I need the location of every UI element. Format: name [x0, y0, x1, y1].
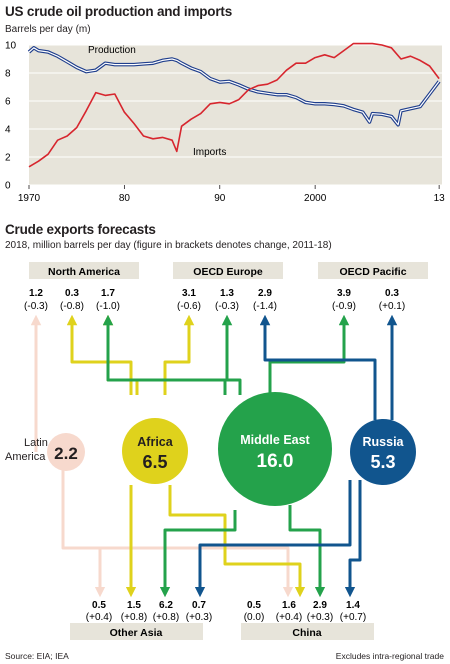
flow-change: (-0.6)	[177, 301, 201, 312]
y-tick-label: 10	[5, 41, 17, 52]
series-label-production: Production	[88, 45, 136, 56]
flow-change: (+0.4)	[276, 612, 302, 623]
bubble-value-latin-america: 2.2	[54, 444, 78, 463]
chart-title: US crude oil production and imports	[5, 4, 233, 19]
flow-middle-east-north-america	[102, 314, 227, 395]
exporter-label-africa: Africa	[137, 435, 173, 449]
flow-value: 0.5	[247, 600, 261, 611]
flow-change: (+0.3)	[186, 612, 212, 623]
region-box-oecd-pacific	[318, 262, 428, 279]
x-tick-label: 80	[119, 193, 131, 204]
flow-change: (+0.1)	[379, 301, 405, 312]
series-line-imports	[28, 42, 440, 168]
flow-value: 3.1	[182, 288, 196, 299]
bubble-latin-america	[47, 433, 85, 471]
bubble-value-russia: 5.3	[370, 452, 395, 472]
y-tick-label: 8	[5, 69, 11, 80]
flow-africa-china	[168, 485, 306, 598]
flow-russia-china	[344, 480, 362, 598]
flow-value: 0.5	[92, 600, 106, 611]
y-tick-label: 4	[5, 125, 11, 136]
x-tick-label: 2000	[304, 193, 327, 204]
flow-change: (+0.7)	[340, 612, 366, 623]
exporter-label-latin-america: Latin America	[5, 437, 48, 463]
source-note: Source: EIA; IEA	[5, 651, 69, 661]
x-tick-label: 13	[434, 193, 446, 204]
diagram-subtitle: 2018, million barrels per day (figure in…	[5, 240, 332, 251]
flow-value: 1.7	[101, 288, 115, 299]
bubble-russia	[350, 419, 416, 485]
flow-change: (-0.9)	[332, 301, 356, 312]
line-chart: 0 2 4 6 8 10 1970 80 90 2000 13 Production Import…	[5, 41, 446, 205]
flow-change: (+0.8)	[121, 612, 147, 623]
flow-russia-other-asia	[194, 480, 352, 598]
flow-value: 1.2	[29, 288, 43, 299]
series-line-production	[28, 47, 440, 126]
y-tick-label: 6	[5, 97, 11, 108]
flow-change: (-0.8)	[60, 301, 84, 312]
flow-change: (-1.0)	[96, 301, 120, 312]
flow-latin-america-other-asia	[63, 546, 106, 598]
flow-value: 6.2	[159, 600, 173, 611]
region-box-oecd-europe	[173, 262, 283, 279]
flow-value: 3.9	[337, 288, 351, 299]
flow-value: 0.7	[192, 600, 206, 611]
flow-change: (0.0)	[244, 612, 265, 623]
flow-change: (+0.4)	[86, 612, 112, 623]
flow-value: 0.3	[65, 288, 79, 299]
bubble-value-middle-east: 16.0	[257, 451, 294, 472]
flow-change: (+0.3)	[307, 612, 333, 623]
series-label-imports: Imports	[193, 147, 226, 158]
flow-value: 1.5	[127, 600, 141, 611]
flow-russia-oecd-europe	[259, 314, 377, 420]
flow-value: 1.6	[282, 600, 296, 611]
flow-change: (-0.3)	[215, 301, 239, 312]
x-tick-label: 90	[214, 193, 226, 204]
bubble-africa	[122, 418, 188, 484]
region-label-china: China	[292, 627, 321, 639]
region-label-oecd-europe: OECD Europe	[193, 266, 263, 278]
flow-change: (-1.4)	[253, 301, 277, 312]
exporter-label-middle-east: Middle East	[240, 433, 310, 447]
flow-change: (-0.3)	[24, 301, 48, 312]
diagram-title: Crude exports forecasts	[5, 222, 156, 237]
region-box-north-america	[29, 262, 139, 279]
flow-africa-north-america-2	[102, 314, 139, 395]
flow-middle-east-oecd-pacific	[268, 314, 350, 395]
region-label-other-asia: Other Asia	[110, 627, 163, 639]
y-axis-label: Barrels per day (m)	[5, 24, 91, 35]
x-tick-label: 1970	[18, 193, 41, 204]
flow-africa-oecd-europe	[163, 314, 195, 395]
flow-africa-north-america	[66, 314, 133, 395]
flow-value: 0.3	[385, 288, 399, 299]
flow-middle-east-china	[288, 505, 326, 598]
flow-middle-east-oecd-europe	[221, 314, 242, 395]
flow-value: 2.9	[313, 600, 327, 611]
flow-latin-america-china	[61, 452, 294, 598]
flow-value: 1.4	[346, 600, 360, 611]
flow-value: 1.3	[220, 288, 234, 299]
exporter-label-russia: Russia	[363, 435, 405, 449]
y-tick-label: 2	[5, 153, 11, 164]
bubble-value-africa: 6.5	[142, 452, 167, 472]
bubble-middle-east	[218, 392, 332, 506]
flow-change: (+0.8)	[153, 612, 179, 623]
region-label-oecd-pacific: OECD Pacific	[339, 266, 406, 278]
footnote: Excludes intra-regional trade	[335, 651, 444, 661]
flow-middle-east-other-asia	[159, 510, 237, 598]
region-box-china	[241, 623, 374, 640]
flow-value: 2.9	[258, 288, 272, 299]
region-label-north-america: North America	[48, 266, 120, 278]
region-box-other-asia	[70, 623, 203, 640]
y-tick-label: 0	[5, 181, 11, 192]
